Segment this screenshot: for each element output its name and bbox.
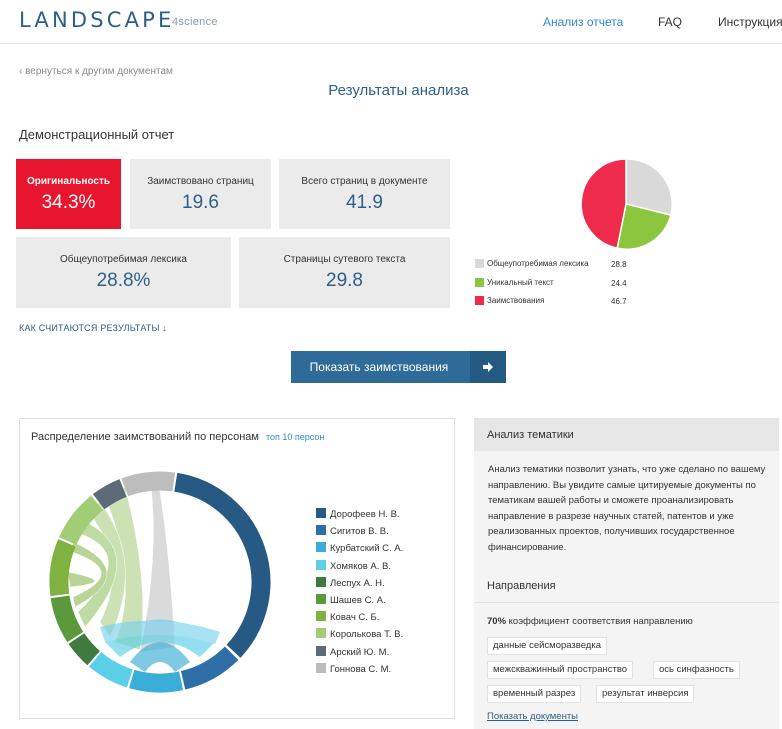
person-swatch	[316, 628, 326, 639]
back-link[interactable]: ‹ вернуться к другим документам	[19, 66, 173, 77]
common-lexicon-label: Общеупотребимая лексика	[60, 254, 187, 265]
common-lexicon-value: 28.8%	[96, 270, 151, 291]
nav-report-analysis[interactable]: Анализ отчета	[543, 15, 624, 29]
person-swatch	[316, 525, 326, 536]
originality-label: Оригинальность	[26, 176, 111, 187]
person-name: Королькова Т. В.	[330, 629, 404, 641]
person-swatch	[316, 559, 326, 570]
essential-pages-card: Страницы сутевого текста 29.8	[239, 237, 450, 308]
originality-value: 34.3%	[41, 192, 96, 213]
arrow-right-icon	[470, 351, 506, 383]
total-pages-label: Всего страниц в документе	[301, 176, 428, 187]
person-name: Курбатский С. А.	[330, 543, 404, 555]
directions-header: Направления	[474, 572, 779, 603]
legend-swatch	[475, 259, 484, 269]
direction-tag[interactable]: результат инверсия	[596, 685, 695, 703]
person-name: Шашев С. А.	[330, 594, 386, 606]
person-swatch	[316, 576, 326, 587]
person-swatch	[316, 593, 326, 604]
show-borrowings-button[interactable]: Показать заимствования	[291, 351, 506, 383]
pie-legend-common-value: 28.8	[611, 260, 627, 269]
total-pages-value: 41.9	[346, 192, 383, 213]
person-swatch	[316, 508, 326, 518]
direction-tag[interactable]: межскважинный пространство	[487, 661, 634, 679]
person-item[interactable]: Курбатский С. А.	[316, 542, 403, 559]
pie-slice-unique	[616, 203, 672, 250]
persons-panel-title: Распределение заимствований по персонам	[31, 431, 259, 443]
topics-panel-header: Анализ тематики	[474, 418, 779, 451]
top-10-link[interactable]: топ 10 персон	[266, 432, 325, 442]
legend-label: Заимствования	[487, 296, 545, 305]
person-item[interactable]: Гоннова С. М.	[316, 662, 403, 680]
persons-chord-diagram	[49, 471, 271, 693]
person-name: Леспух А. Н.	[330, 577, 385, 589]
person-swatch	[316, 611, 326, 622]
logo[interactable]: LANDSCAPE	[19, 8, 175, 32]
direction-tag[interactable]: ось синфазность	[653, 661, 740, 679]
directions-title: Направления	[487, 580, 556, 592]
essential-pages-label: Страницы сутевого текста	[283, 254, 406, 265]
total-pages-card: Всего страниц в документе 41.9	[279, 159, 450, 229]
nav-instructions[interactable]: Инструкция	[718, 15, 782, 29]
pie-legend-common: Общеупотребимая лексика	[475, 259, 589, 269]
show-borrowings-label: Показать заимствования	[309, 360, 449, 374]
legend-swatch	[475, 278, 484, 288]
person-swatch	[316, 662, 326, 673]
topics-description: Анализ тематики позволит узнать, что уже…	[488, 464, 766, 553]
person-swatch	[316, 542, 326, 553]
coefficient-label: коэффициент соответствия направлению	[506, 616, 693, 627]
person-name: Арский Ю. М.	[330, 646, 390, 658]
pie-chart	[580, 158, 673, 250]
coefficient-value: 70%	[487, 616, 507, 627]
top-header	[0, 0, 782, 44]
pie-slice-common	[625, 158, 673, 217]
person-name: Сигитов В. В.	[330, 526, 389, 538]
pie-legend-borrowed: Заимствования	[475, 296, 545, 306]
essential-pages-value: 29.8	[326, 270, 363, 291]
person-name: Ковач С. Б.	[330, 612, 380, 624]
borrowed-pages-value: 19.6	[182, 192, 219, 213]
person-item[interactable]: Шашев С. А.	[316, 593, 403, 611]
borrowed-pages-label: Заимствовано страниц	[147, 176, 254, 187]
topics-panel-title: Анализ тематики	[487, 429, 574, 441]
person-item[interactable]: Дорофеев Н. В.	[316, 508, 403, 525]
legend-label: Общеупотребимая лексика	[487, 259, 589, 268]
person-item[interactable]: Королькова Т. В.	[316, 628, 403, 645]
page-title: Результаты анализа	[328, 82, 469, 99]
report-title: Демонстрационный отчет	[19, 127, 175, 142]
person-item[interactable]: Арский Ю. М.	[316, 645, 403, 663]
how-results-link[interactable]: КАК СЧИТАЮТСЯ РЕЗУЛЬТАТЫ ↓	[19, 323, 168, 333]
person-item[interactable]: Ковач С. Б.	[316, 611, 403, 628]
person-name: Гоннова С. М.	[330, 663, 392, 675]
person-item[interactable]: Леспух А. Н.	[316, 576, 403, 594]
nav-faq[interactable]: FAQ	[658, 15, 683, 29]
coefficient-text: 70% коэффициент соответствия направлению	[487, 616, 693, 627]
direction-tag[interactable]: временный разрез	[487, 685, 582, 703]
direction-tag[interactable]: данные сейсморазведка	[487, 637, 607, 655]
legend-swatch	[475, 296, 484, 306]
pie-legend-unique: Уникальный текст	[475, 278, 554, 288]
person-name: Хомяков А. В.	[330, 560, 392, 572]
person-swatch	[316, 645, 326, 656]
show-documents-link[interactable]: Показать документы	[487, 711, 578, 722]
pie-legend-unique-value: 24.4	[611, 279, 627, 288]
persons-legend: Дорофеев Н. В. Сигитов В. В. Курбатский …	[316, 508, 403, 680]
common-lexicon-card: Общеупотребимая лексика 28.8%	[16, 237, 231, 308]
legend-label: Уникальный текст	[487, 278, 554, 287]
logo-subtitle: 4science	[172, 16, 218, 28]
pie-legend-borrowed-value: 46.7	[611, 297, 627, 306]
person-name: Дорофеев Н. В.	[330, 509, 400, 520]
pie-slice-borrowed	[580, 158, 627, 249]
originality-card: Оригинальность 34.3%	[16, 159, 121, 229]
person-item[interactable]: Хомяков А. В.	[316, 559, 403, 577]
person-item[interactable]: Сигитов В. В.	[316, 525, 403, 542]
borrowed-pages-card: Заимствовано страниц 19.6	[130, 159, 271, 229]
